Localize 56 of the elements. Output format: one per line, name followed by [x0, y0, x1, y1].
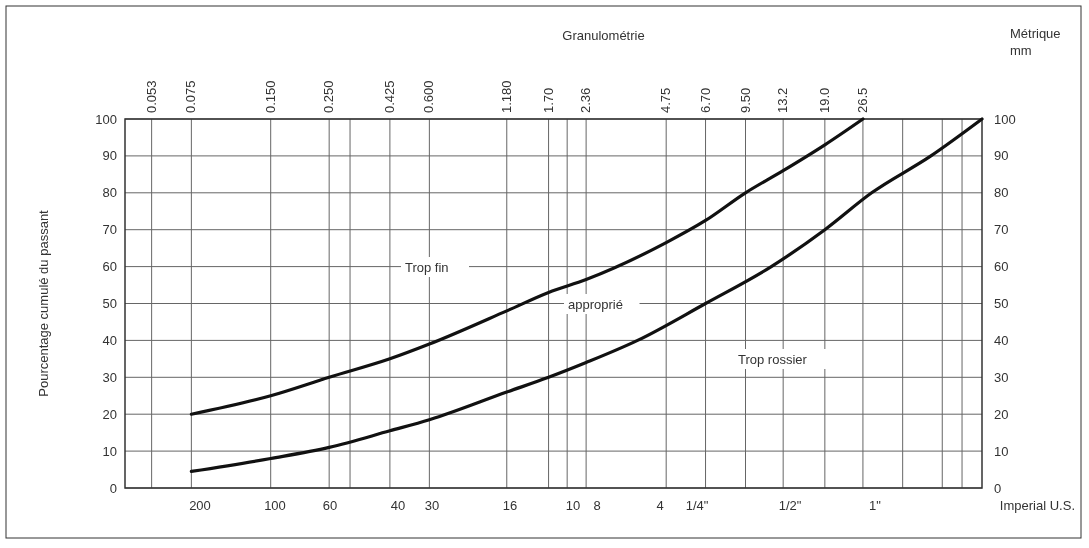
y2-tick-label: 30: [994, 369, 1009, 385]
y-tick-label: 40: [102, 332, 117, 348]
x-tick-label: 6.70: [697, 87, 713, 113]
text: 1/2": [778, 498, 802, 513]
y-tick-label: 0: [109, 480, 117, 496]
y-tick-label: 10: [102, 443, 117, 459]
y2-tick-label: 40: [994, 332, 1009, 348]
text: 30: [424, 498, 440, 513]
y2-tick-label: 80: [994, 185, 1009, 201]
y-tick-label: 70: [102, 222, 117, 238]
x-tick-label: 0.075: [183, 80, 199, 113]
text: 16: [502, 498, 518, 513]
y2-tick-label: 20: [994, 406, 1009, 422]
y-tick-label: 100: [95, 111, 117, 127]
y2-tick-label: 50: [994, 296, 1009, 312]
text: 60: [322, 498, 338, 513]
text: Imperial U.S.: [999, 498, 1075, 513]
text: 1/4": [685, 498, 709, 513]
x-tick-label: 0.150: [262, 80, 278, 113]
x-tick-label: 9.50: [737, 87, 753, 113]
x-tick-label: 1.180: [498, 80, 514, 113]
y-axis-title: Pourcentage cumulé du passant: [36, 209, 51, 397]
text: Métrique mm: [1010, 26, 1061, 58]
x-axis-title: Granulométrie: [562, 28, 645, 43]
y2-tick-label: 100: [994, 111, 1016, 127]
y2-tick-label: 60: [994, 259, 1009, 275]
y-tick-label: 80: [102, 185, 117, 201]
x-tick-label: 2.36: [578, 87, 594, 113]
x-tick-label: 4.75: [658, 87, 674, 113]
annotation: approprié: [568, 296, 623, 312]
text: 200: [189, 498, 211, 513]
x-tick-label: 19.0: [816, 87, 832, 113]
text: 1": [869, 498, 882, 513]
y-tick-label: 20: [102, 406, 117, 422]
x-tick-label: 26.5: [854, 87, 870, 113]
y-tick-label: 30: [102, 369, 117, 385]
x-tick-label: 0.250: [321, 80, 337, 113]
text: 100: [264, 498, 286, 513]
x-tick-label: 0.053: [143, 80, 159, 113]
annotation: Trop rossier: [738, 351, 808, 367]
y2-tick-label: 0: [994, 480, 1002, 496]
annotation: Trop fin: [405, 259, 449, 275]
y2-tick-label: 70: [994, 222, 1009, 238]
text: 4: [656, 498, 664, 513]
x-tick-label: 13.2: [775, 87, 791, 113]
text: 8: [593, 498, 601, 513]
x-tick-label: 1.70: [540, 87, 556, 113]
y-tick-label: 60: [102, 259, 117, 275]
x-tick-label: 0.600: [421, 80, 437, 113]
text: 40: [390, 498, 406, 513]
text: 10: [565, 498, 581, 513]
y-tick-label: 50: [102, 296, 117, 312]
y2-tick-label: 90: [994, 148, 1009, 164]
y2-tick-label: 10: [994, 443, 1009, 459]
y-tick-label: 90: [102, 148, 117, 164]
x-tick-label: 0.425: [381, 80, 397, 113]
